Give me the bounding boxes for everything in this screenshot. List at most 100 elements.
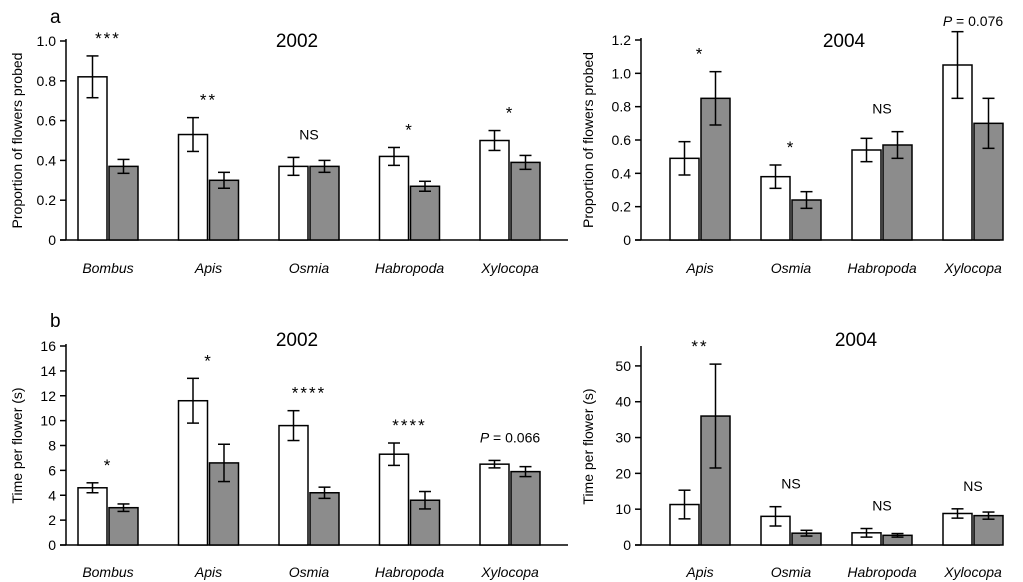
chart-title: 2002 <box>276 330 318 351</box>
category-label-habropoda: Habropoda <box>847 564 916 580</box>
chart-a-2002: 2002 Proportion of flowers probed 0 0.2 0.4 0… <box>9 29 568 276</box>
significance-label-0: * <box>696 45 705 64</box>
y-tick-label: 10 <box>40 413 56 429</box>
y-tick-label: 10 <box>615 501 631 517</box>
bar-control-habropoda <box>378 155 410 241</box>
y-tick-label: 30 <box>615 430 631 446</box>
panel-label-a: a <box>50 7 61 28</box>
y-tick-label: 0.6 <box>37 113 57 129</box>
y-tick-label: 6 <box>48 462 56 478</box>
y-axis-label: Time per flower (s) <box>580 388 596 504</box>
y-tick-label: 40 <box>615 394 631 410</box>
bar-treatment-xylocopa <box>973 514 1004 546</box>
significance-label-2: NS <box>872 101 891 117</box>
significance-label-4: P = 0.066 <box>480 429 541 445</box>
category-label-xylocopa: Xylocopa <box>943 260 1002 276</box>
bar-control-osmia <box>278 424 309 546</box>
significance-label-2: NS <box>872 498 891 514</box>
significance-label-3: **** <box>392 416 426 435</box>
bar-treatment-apis <box>700 415 731 546</box>
category-label-apis: Apis <box>685 564 713 580</box>
y-tick-label: 1.0 <box>612 65 632 81</box>
significance-label-3: * <box>405 120 414 139</box>
y-axis-label: Proportion of flowers probed <box>9 53 25 229</box>
category-label-xylocopa: Xylocopa <box>943 564 1002 580</box>
category-label-apis: Apis <box>194 260 222 276</box>
y-tick-label: 8 <box>48 438 56 454</box>
y-tick-label: 0.8 <box>37 73 57 89</box>
y-tick-label: 2 <box>48 512 56 528</box>
y-tick-label: 16 <box>40 338 56 354</box>
bar-treatment-bombus <box>108 165 139 241</box>
significance-label-1: * <box>204 351 213 370</box>
bar-treatment-apis <box>208 179 240 241</box>
significance-label-2: NS <box>299 126 318 142</box>
y-tick-label: 0.4 <box>37 152 57 168</box>
category-label-habropoda: Habropoda <box>847 260 916 276</box>
y-axis-label: Time per flower (s) <box>9 387 25 503</box>
bar-control-habropoda <box>378 453 410 546</box>
bar-control-apis <box>177 399 209 546</box>
y-tick-label: 0.6 <box>612 132 632 148</box>
bar-control-xylocopa <box>479 139 510 241</box>
bar-control-bombus <box>77 76 108 241</box>
bar-control-apis <box>177 133 209 241</box>
bar-treatment-xylocopa <box>510 161 541 241</box>
bar-treatment-osmia <box>309 165 340 241</box>
category-label-osmia: Osmia <box>771 564 812 580</box>
significance-label-3: P = 0.076 <box>943 13 1004 29</box>
y-tick-label: 0 <box>48 537 56 553</box>
y-tick-label: 0.8 <box>612 99 632 115</box>
significance-label-1: NS <box>781 476 800 492</box>
y-tick-label: 20 <box>615 465 631 481</box>
y-tick-label: 0.4 <box>612 165 632 181</box>
significance-label-0: *** <box>95 29 121 48</box>
category-label-bombus: Bombus <box>82 260 133 276</box>
category-label-bombus: Bombus <box>82 564 133 580</box>
significance-label-3: NS <box>963 478 982 494</box>
significance-label-0: * <box>104 456 113 475</box>
significance-label-1: * <box>787 138 796 157</box>
y-axis-label: Proportion of flowers probed <box>580 52 596 228</box>
chart-b-2004: 2004 Time per flower (s) 0 10 20 30 40 50 Apis **… <box>580 330 1004 580</box>
category-label-xylocopa: Xylocopa <box>480 564 539 580</box>
bar-treatment-habropoda <box>409 185 441 241</box>
bar-control-xylocopa <box>479 463 510 546</box>
significance-label-0: ** <box>691 337 708 356</box>
category-label-apis: Apis <box>194 564 222 580</box>
chart-b-2002: 2002 Time per flower (s) 0 2 4 6 8 10 12 14 16 Bomb… <box>9 330 568 580</box>
y-tick-label: 0.2 <box>612 199 632 215</box>
y-tick-label: 1.0 <box>37 33 57 49</box>
y-tick-label: 1.2 <box>612 32 632 48</box>
bar-control-habropoda <box>851 149 882 241</box>
y-tick-label: 12 <box>40 388 56 404</box>
category-label-xylocopa: Xylocopa <box>480 260 539 276</box>
chart-a-2004: 2004 Proportion of flowers probed 0 0.2 0.4 0… <box>580 13 1004 276</box>
significance-label-4: * <box>506 104 515 123</box>
category-label-habropoda: Habropoda <box>375 564 444 580</box>
chart-title: 2004 <box>823 31 866 52</box>
y-tick-label: 50 <box>615 358 631 374</box>
chart-title: 2002 <box>276 31 318 52</box>
y-tick-label: 0 <box>623 537 631 553</box>
category-label-osmia: Osmia <box>289 260 330 276</box>
category-label-osmia: Osmia <box>771 260 812 276</box>
bar-treatment-habropoda <box>882 144 913 241</box>
significance-label-2: **** <box>292 384 326 403</box>
significance-label-1: ** <box>200 91 217 110</box>
bar-treatment-bombus <box>108 506 139 546</box>
bar-control-osmia <box>278 165 309 241</box>
panel-label-b: b <box>50 311 61 332</box>
y-tick-label: 0.2 <box>37 192 57 208</box>
category-label-apis: Apis <box>685 260 713 276</box>
bar-control-bombus <box>77 487 108 546</box>
y-tick-label: 14 <box>40 363 56 379</box>
bar-treatment-xylocopa <box>510 470 541 546</box>
category-label-osmia: Osmia <box>289 564 330 580</box>
y-tick-label: 0 <box>48 232 56 248</box>
category-label-habropoda: Habropoda <box>375 260 444 276</box>
y-tick-label: 4 <box>48 487 56 503</box>
chart-title: 2004 <box>835 330 878 351</box>
bar-treatment-osmia <box>309 492 340 546</box>
